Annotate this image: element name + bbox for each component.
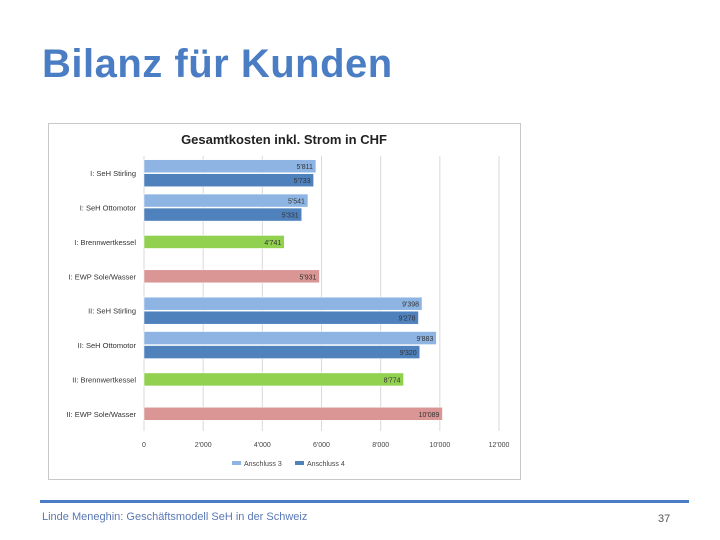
legend-swatch (295, 461, 304, 465)
data-label: 10'089 (419, 412, 440, 419)
data-label: 8'774 (384, 377, 401, 384)
x-tick-label: 6'000 (313, 442, 330, 449)
x-tick-label: 10'000 (429, 442, 450, 449)
data-label: 4'741 (264, 240, 281, 247)
bar (143, 159, 317, 173)
legend-swatch (232, 461, 241, 465)
x-tick-label: 12'000 (489, 442, 510, 449)
category-label: II: SeH Ottomotor (78, 341, 137, 350)
bar (143, 331, 437, 345)
x-tick-label: 0 (142, 442, 146, 449)
category-label: I: SeH Stirling (90, 169, 136, 178)
x-tick-label: 4'000 (254, 442, 271, 449)
data-label: 5'811 (297, 164, 313, 171)
bar (143, 372, 404, 387)
slide-title: Bilanz für Kunden (42, 42, 393, 86)
page-number: 37 (658, 513, 671, 525)
footer-divider (40, 500, 689, 503)
bar (143, 207, 302, 222)
category-label: II: Brennwertkessel (72, 375, 136, 384)
category-label: I: EWP Sole/Wasser (68, 272, 136, 281)
data-label: 9'320 (400, 350, 417, 357)
bar (143, 345, 420, 359)
category-label: I: SeH Ottomotor (80, 204, 137, 213)
bar-chart: Gesamtkosten inkl. Strom in CHF I: SeH S… (66, 132, 510, 468)
bar (143, 296, 423, 311)
data-label: 9'398 (402, 302, 419, 309)
legend-label: Anschluss 3 (244, 461, 282, 468)
bar (143, 407, 443, 421)
data-label: 5'331 (282, 213, 299, 220)
data-label: 9'278 (399, 316, 416, 323)
x-tick-label: 2'000 (195, 442, 212, 449)
bar (143, 310, 419, 325)
category-label: II: SeH Stirling (88, 307, 136, 316)
x-tick-label: 8'000 (372, 442, 389, 449)
category-label: I: Brennwertkessel (74, 238, 136, 247)
data-label: 5'541 (288, 199, 305, 206)
bar (143, 173, 314, 187)
data-label: 9'883 (416, 336, 433, 343)
legend-label: Anschluss 4 (307, 461, 345, 468)
category-label: II: EWP Sole/Wasser (66, 410, 136, 419)
bar (143, 235, 285, 249)
chart-title: Gesamtkosten inkl. Strom in CHF (181, 132, 387, 147)
data-label: 5'733 (294, 178, 311, 185)
data-label: 5'931 (300, 274, 317, 281)
footer-caption: Linde Meneghin: Geschäftsmodell SeH in d… (42, 511, 308, 523)
bar (143, 193, 309, 208)
chart-container: Gesamtkosten inkl. Strom in CHF I: SeH S… (48, 123, 521, 480)
bar (143, 269, 320, 284)
